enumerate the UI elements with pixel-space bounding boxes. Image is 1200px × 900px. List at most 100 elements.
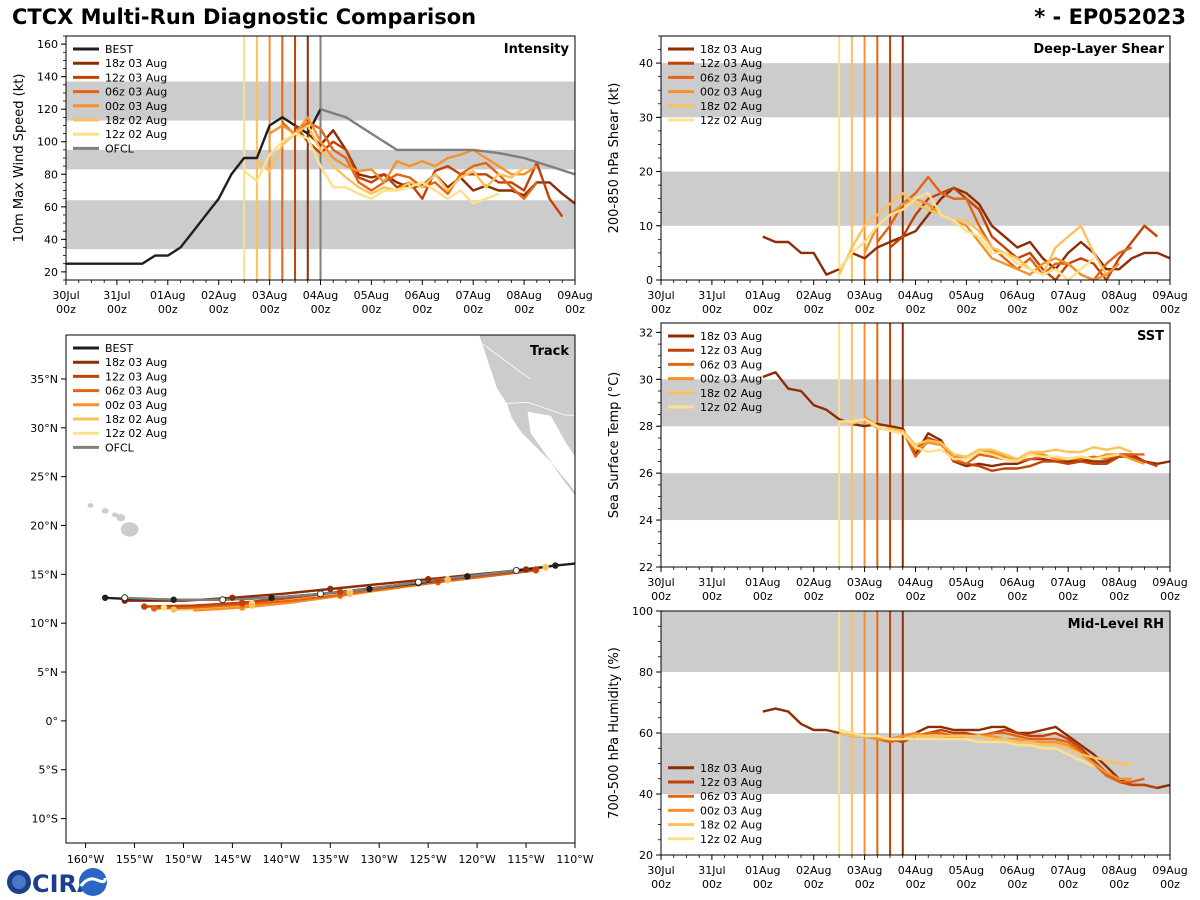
track-point — [532, 566, 540, 573]
legend-label: 18z 03 Aug — [700, 43, 762, 56]
x-tick-label: 00z — [957, 590, 977, 603]
x-tick-label: 03Aug — [847, 576, 882, 589]
track-point — [121, 594, 129, 602]
x-tick-label: 08Aug — [1101, 576, 1136, 589]
track-point — [170, 596, 177, 603]
legend-label: 18z 03 Aug — [700, 330, 762, 343]
y-tick-label: 80 — [44, 168, 58, 181]
x-tick-label: 03Aug — [847, 864, 882, 877]
track-point — [512, 566, 520, 574]
track-point — [552, 562, 559, 569]
legend-label: 00z 03 Aug — [105, 399, 167, 412]
x-tick-label: 135°W — [312, 853, 349, 866]
panel-title: Mid-Level RH — [1068, 617, 1164, 632]
legend-label: 18z 02 Aug — [105, 114, 167, 127]
x-tick-label: 06Aug — [1000, 864, 1035, 877]
track-point — [444, 577, 451, 584]
series-line — [762, 371, 1170, 468]
x-tick-label: 00z — [651, 303, 671, 316]
threshold-band — [661, 473, 1170, 521]
x-tick-label: 02Aug — [796, 289, 831, 302]
legend-label: 00z 03 Aug — [700, 86, 762, 99]
x-tick-label: 03Aug — [252, 289, 287, 302]
country-border — [506, 402, 575, 416]
hawaii-island — [120, 522, 139, 537]
land-mass — [478, 335, 575, 497]
y-tick-label: 20 — [44, 266, 58, 279]
x-tick-label: 110°W — [556, 853, 593, 866]
x-tick-label: 04Aug — [898, 289, 933, 302]
x-tick-label: 05Aug — [949, 576, 984, 589]
threshold-band — [661, 611, 1170, 672]
x-tick-label: 09Aug — [1152, 864, 1187, 877]
y-tick-label: 40 — [44, 233, 58, 246]
track-point — [424, 576, 432, 583]
y-tick-label: 25°N — [30, 471, 58, 484]
x-tick-label: 00z — [1058, 590, 1078, 603]
x-tick-label: 09Aug — [557, 289, 592, 302]
x-tick-label: 31Jul — [698, 576, 725, 589]
track-point — [464, 573, 471, 580]
x-tick-label: 07Aug — [1050, 864, 1085, 877]
track-point — [434, 577, 442, 584]
track-axes-frame — [65, 334, 576, 844]
y-tick-label: 26 — [639, 467, 653, 480]
y-tick-label: 22 — [639, 561, 653, 574]
y-axis-label: Sea Surface Temp (°C) — [607, 372, 622, 519]
x-tick-label: 00z — [1160, 878, 1180, 891]
legend-label: 06z 03 Aug — [700, 71, 762, 84]
y-tick-label: 0° — [46, 715, 59, 728]
x-tick-label: 01Aug — [745, 289, 780, 302]
x-tick-label: 145°W — [214, 853, 251, 866]
legend-label: BEST — [105, 342, 133, 355]
x-tick-label: 00z — [1160, 590, 1180, 603]
x-tick-label: 00z — [855, 878, 875, 891]
x-tick-label: 00z — [311, 303, 331, 316]
x-tick-label: 00z — [1007, 878, 1027, 891]
track-point — [170, 606, 177, 613]
x-tick-label: 07Aug — [455, 289, 490, 302]
y-tick-label: 28 — [639, 420, 653, 433]
x-tick-label: 01Aug — [745, 576, 780, 589]
legend-label: 06z 03 Aug — [700, 790, 762, 803]
series-line — [762, 186, 1170, 276]
x-tick-label: 130°W — [361, 853, 398, 866]
panel-title: Deep-Layer Shear — [1033, 42, 1164, 57]
track-point — [150, 605, 158, 612]
x-tick-label: 00z — [463, 303, 483, 316]
rh-panel: 2040608010030Jul00z31Jul00z01Aug00z02Aug… — [607, 605, 1188, 891]
x-tick-label: 09Aug — [1152, 289, 1187, 302]
y-tick-label: 10 — [639, 220, 653, 233]
x-tick-label: 00z — [1109, 590, 1129, 603]
y-tick-label: 120 — [37, 103, 58, 116]
y-tick-label: 40 — [639, 57, 653, 70]
legend-label: 06z 03 Aug — [105, 86, 167, 99]
x-tick-label: 00z — [260, 303, 280, 316]
x-tick-label: 00z — [906, 878, 926, 891]
x-tick-label: 31Jul — [103, 289, 130, 302]
x-tick-label: 05Aug — [949, 289, 984, 302]
x-tick-label: 00z — [565, 303, 585, 316]
x-tick-label: 00z — [1007, 303, 1027, 316]
x-tick-label: 08Aug — [1101, 289, 1136, 302]
y-tick-label: 20 — [639, 166, 653, 179]
x-tick-label: 140°W — [263, 853, 300, 866]
legend-label: 06z 03 Aug — [700, 358, 762, 371]
x-tick-label: 00z — [56, 303, 76, 316]
track-point — [591, 558, 597, 564]
legend-label: OFCL — [105, 441, 135, 454]
y-tick-label: 30°N — [30, 422, 58, 435]
legend-label: 18z 03 Aug — [105, 57, 167, 70]
series-line — [66, 108, 322, 265]
x-tick-label: 08Aug — [1101, 864, 1136, 877]
y-tick-label: 60 — [639, 727, 653, 740]
series-line — [268, 116, 538, 184]
threshold-band — [661, 379, 1170, 427]
x-tick-label: 00z — [514, 303, 534, 316]
legend-label: 12z 02 Aug — [105, 427, 167, 440]
hawaii-island — [116, 514, 126, 522]
track-point — [317, 590, 324, 598]
legend-label: 00z 03 Aug — [105, 100, 167, 113]
x-tick-label: 00z — [855, 590, 875, 603]
x-tick-label: 00z — [957, 303, 977, 316]
